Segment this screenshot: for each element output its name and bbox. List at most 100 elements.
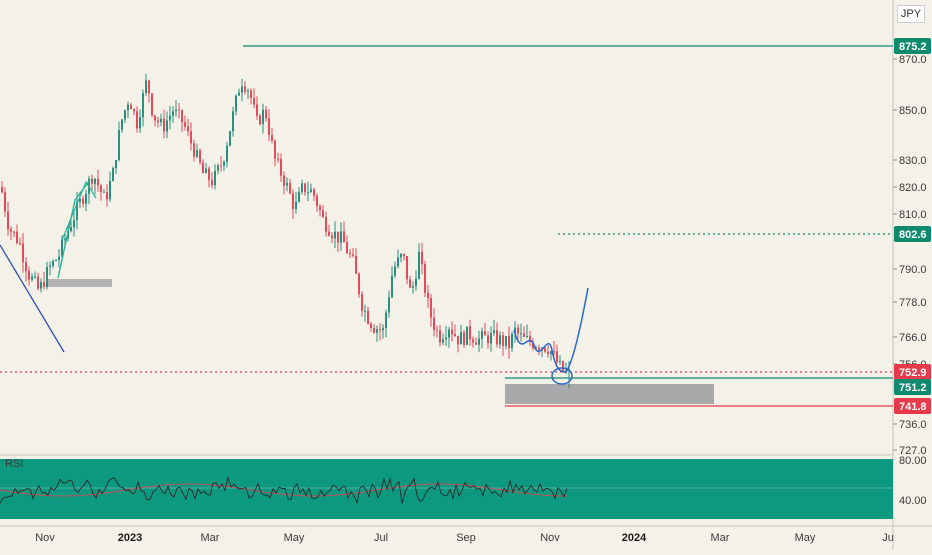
candle-body <box>499 335 501 345</box>
support-zone <box>505 384 714 404</box>
candle-body <box>103 191 105 193</box>
candle-body <box>316 195 318 207</box>
candle-body <box>193 143 195 157</box>
price-tick-label: 830.0 <box>899 155 927 167</box>
candle-body <box>406 256 408 280</box>
price-badge-751.2: 751.2 <box>894 379 931 395</box>
candle-body <box>25 262 27 271</box>
candle-body <box>58 256 60 261</box>
candle-body <box>52 260 54 266</box>
candle-body <box>220 165 222 167</box>
candle-body <box>184 122 186 127</box>
price-tick-label: 810.0 <box>899 209 927 221</box>
candle-body <box>487 335 489 344</box>
candle-body <box>85 193 87 204</box>
price-tick-label: 736.0 <box>899 419 927 431</box>
candle-body <box>289 183 291 194</box>
time-axis-label: May <box>795 532 816 544</box>
candle-body <box>28 270 30 280</box>
candle-body <box>502 335 504 346</box>
candle-body <box>379 329 381 331</box>
projection-path <box>513 287 589 373</box>
candle-body <box>295 201 297 210</box>
candle-body <box>526 336 528 338</box>
rsi-label: RSI <box>5 458 23 470</box>
candle-body <box>22 243 24 263</box>
svg-text:741.8: 741.8 <box>899 401 927 413</box>
candle-body <box>202 162 204 174</box>
candle-body <box>490 333 492 344</box>
candle-body <box>232 111 234 132</box>
time-axis-label: Nov <box>35 532 55 544</box>
candle-body <box>397 257 399 267</box>
candle-body <box>421 251 423 265</box>
price-tick-label: 790.0 <box>899 264 927 276</box>
candle-body <box>40 282 42 289</box>
candle-body <box>73 219 75 228</box>
demand-box-left <box>47 279 112 287</box>
candle-body <box>277 158 279 160</box>
candle-body <box>91 178 93 184</box>
candle-body <box>430 298 432 318</box>
candle-body <box>463 332 465 345</box>
candle-body <box>343 231 345 243</box>
candle-body <box>256 104 258 116</box>
price-badge-752.9: 752.9 <box>894 364 931 380</box>
candle-body <box>412 286 414 288</box>
candle-body <box>274 140 276 159</box>
candle-body <box>205 168 207 174</box>
candle-body <box>286 183 288 186</box>
candle-body <box>424 264 426 293</box>
candle-body <box>475 342 477 345</box>
candle-body <box>352 254 354 256</box>
candle-body <box>133 109 135 112</box>
candle-body <box>253 98 255 105</box>
candle-body <box>535 347 537 349</box>
candle-body <box>355 255 357 274</box>
candle-body <box>373 328 375 333</box>
candle-body <box>208 168 210 181</box>
rsi-tick-label: 80.00 <box>899 455 927 467</box>
candle-body <box>175 109 177 112</box>
candle-body <box>178 109 180 111</box>
candle-body <box>544 348 546 352</box>
rsi-line <box>0 475 568 505</box>
candle-body <box>100 185 102 193</box>
candle-body <box>262 109 264 125</box>
candle-body <box>553 351 555 353</box>
candle-body <box>334 231 336 239</box>
candle-body <box>4 192 6 212</box>
impulse-arrow <box>57 179 91 279</box>
candle-body <box>409 279 411 288</box>
candle-body <box>358 273 360 295</box>
candle-body <box>307 192 309 194</box>
candle-body <box>226 145 228 162</box>
candle-body <box>388 297 390 313</box>
candle-body <box>16 231 18 243</box>
candle-body <box>391 275 393 298</box>
candle-body <box>1 187 3 193</box>
candle-body <box>310 189 312 193</box>
rsi-tick-label: 40.00 <box>899 495 927 507</box>
currency-label: JPY <box>897 5 925 23</box>
candle-body <box>505 336 507 346</box>
candle-body <box>250 90 252 99</box>
candle-body <box>445 337 447 340</box>
candle-body <box>118 130 120 161</box>
candle-body <box>190 131 192 144</box>
candle-body <box>112 168 114 182</box>
candle-body <box>127 104 129 111</box>
candle-body <box>400 254 402 258</box>
time-axis-label: Nov <box>540 532 560 544</box>
candle-body <box>280 159 282 176</box>
candle-body <box>565 369 567 372</box>
candle-body <box>199 150 201 163</box>
candle-body <box>217 165 219 171</box>
candle-body <box>145 80 147 94</box>
candle-body <box>439 330 441 343</box>
candle-body <box>121 119 123 131</box>
bottom-circle <box>551 367 573 385</box>
candle-body <box>61 239 63 257</box>
